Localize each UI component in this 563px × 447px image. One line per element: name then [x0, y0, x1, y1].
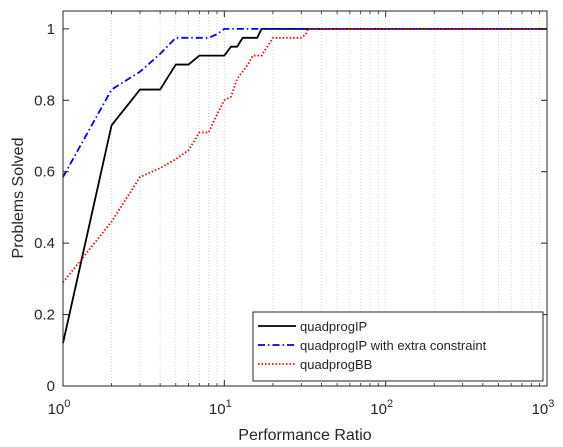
legend-label-2: quadprogIP with extra constraint: [300, 338, 487, 353]
legend-box: [252, 311, 544, 382]
y-tick-label: 0.6: [34, 164, 55, 181]
legend-label-3: quadprogBB: [300, 357, 372, 372]
x-tick-label: 102: [370, 398, 393, 418]
y-tick-label: 1: [47, 21, 55, 38]
x-axis-label: Performance Ratio: [238, 427, 371, 442]
legend: quadprogIP quadprogIP with extra constrai…: [252, 311, 544, 382]
x-tick-labels: 100 101 102 103: [48, 398, 555, 418]
y-tick-label: 0.2: [34, 307, 55, 324]
series-line-3: [62, 27, 547, 283]
y-tick-label: 0.4: [34, 235, 55, 252]
y-tick-label: 0.8: [34, 92, 55, 109]
y-axis-label: Problems Solved: [10, 138, 27, 259]
plot-frame: [62, 10, 548, 387]
y-tick-labels: 0 0.2 0.4 0.6 0.8 1: [34, 21, 55, 395]
y-tick-label: 0: [47, 378, 55, 395]
x-tick-label: 101: [209, 398, 232, 418]
legend-label-1: quadprogIP: [300, 319, 367, 334]
series-lines: [62, 27, 547, 344]
axis-ticks: [62, 11, 548, 387]
series-line-1: [62, 27, 547, 344]
x-tick-label: 100: [48, 398, 71, 418]
x-tick-label: 103: [532, 398, 555, 418]
